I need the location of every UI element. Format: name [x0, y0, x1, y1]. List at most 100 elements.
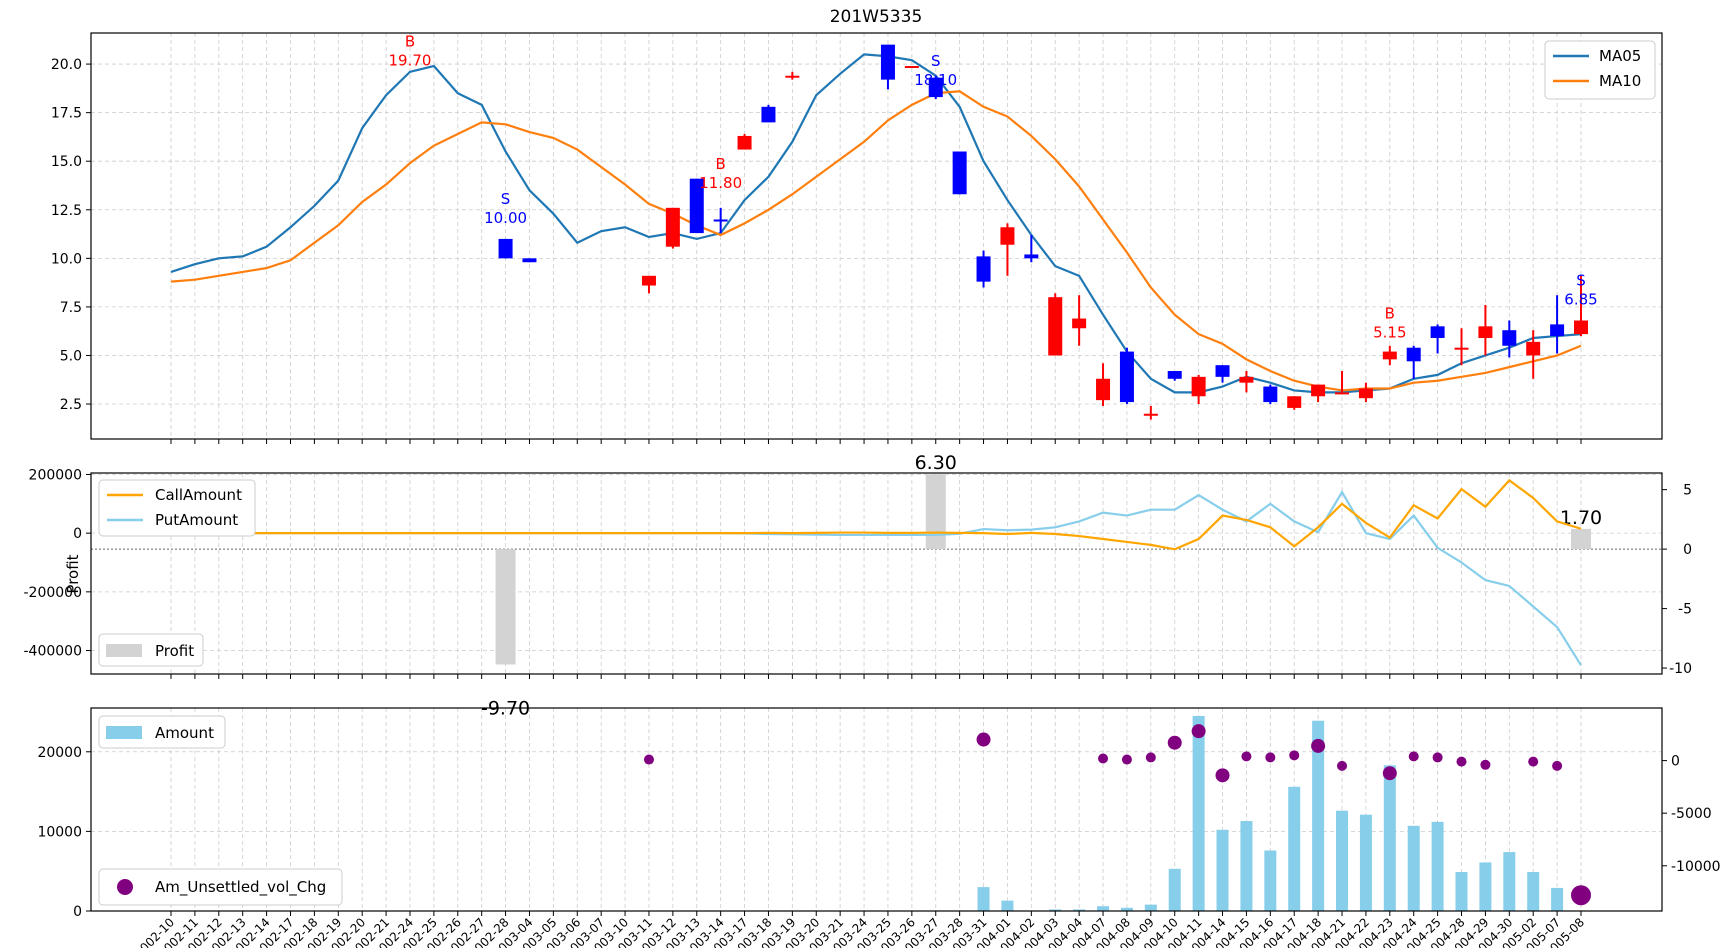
candle-up: [1239, 376, 1254, 383]
profit-bar-label: 1.70: [1560, 507, 1602, 529]
unsettled-vol-chg-point: [1571, 885, 1591, 906]
amount-bar: [1479, 862, 1492, 911]
y-tick-label: 17.5: [51, 106, 82, 122]
amount-bar: [1001, 900, 1014, 911]
unsettled-vol-chg-point: [1432, 752, 1443, 763]
unsettled-vol-chg-point: [1289, 750, 1300, 761]
y-tick-label: 12.5: [51, 203, 82, 219]
unsettled-vol-chg-point: [1456, 756, 1467, 767]
signal-price-label: 5.15: [1373, 324, 1406, 342]
y2-tick-label: -5000: [1671, 806, 1712, 822]
ma10-line: [170, 90, 1582, 392]
amount-bar: [1120, 907, 1133, 911]
call-amount-line: [171, 478, 1582, 551]
candle-down: [689, 178, 704, 234]
signal-price-label: 6.85: [1564, 291, 1597, 309]
candle-down: [1430, 326, 1445, 338]
amount-bar: [1503, 852, 1516, 911]
signal-side-label: B: [716, 155, 726, 173]
y-tick-label: 10.0: [51, 251, 82, 267]
candle-up: [1048, 297, 1063, 356]
candle-down: [498, 238, 513, 259]
legend-label-chg: Am_Unsettled_vol_Chg: [155, 878, 326, 897]
y-tick-label: -200000: [24, 585, 83, 601]
y2-tick-label: 0: [1683, 542, 1692, 558]
candle-up: [1454, 347, 1469, 350]
candle-up: [1072, 318, 1087, 329]
amount-bar: [1455, 871, 1468, 911]
unsettled-vol-chg-point: [1480, 759, 1491, 770]
candle-up: [1574, 320, 1588, 335]
chart-title: 201W5335: [830, 7, 923, 27]
price-panel: 2.55.07.510.012.515.017.520.0B19.70S10.0…: [51, 32, 1663, 444]
amount-bar: [1049, 909, 1062, 911]
legend-box: [98, 868, 343, 906]
signal-price-label: 18.10: [914, 71, 957, 89]
amount-bar: [1288, 786, 1301, 911]
candle-down: [1119, 351, 1134, 403]
unsettled-vol-chg-point: [1528, 756, 1539, 767]
candle-up: [1526, 341, 1541, 356]
y-tick-label: 0: [73, 526, 82, 542]
unsettled-vol-chg-point: [1167, 735, 1182, 750]
y-tick-label: 10000: [37, 824, 82, 840]
unsettled-vol-chg-point: [1121, 754, 1132, 765]
candle-up: [904, 66, 919, 69]
y-tick-label: 15.0: [51, 154, 82, 170]
y2-tick-label: -5: [1678, 602, 1692, 618]
candle-up: [1191, 376, 1206, 397]
amount-bar: [1551, 887, 1564, 911]
candle-down: [952, 151, 967, 195]
candle-up: [1096, 378, 1111, 401]
legend-label-call: CallAmount: [155, 486, 242, 504]
candle-down: [522, 258, 537, 263]
put-amount-line: [171, 489, 1582, 666]
profit-bar: [1571, 528, 1591, 550]
amount-bar: [1312, 720, 1325, 911]
candle-up: [1311, 384, 1326, 397]
amount-bar: [1359, 814, 1372, 911]
candle-down: [1215, 365, 1230, 377]
candle-up: [641, 275, 656, 286]
y2-tick-label: 5: [1683, 483, 1692, 499]
candle-down: [880, 44, 895, 80]
amount-bar: [1216, 829, 1229, 911]
amount-bar: [1336, 810, 1349, 911]
unsettled-vol-chg-point: [1311, 738, 1326, 753]
unsettled-vol-chg-point: [1552, 760, 1563, 771]
candle-down: [1550, 324, 1565, 337]
candle-down: [1167, 371, 1182, 379]
amount-bar: [1407, 825, 1420, 911]
legend-swatch-profit: [106, 644, 142, 657]
signal-side-label: B: [1385, 305, 1395, 323]
y2-tick-label: 0: [1671, 754, 1680, 770]
candle-up: [785, 75, 800, 78]
y-tick-label: 20000: [37, 745, 82, 761]
candle-up: [1382, 351, 1397, 360]
axes-frame: [90, 707, 1663, 912]
ma05-line: [170, 53, 1582, 394]
candle-down: [1263, 386, 1278, 403]
axes-frame: [90, 472, 1663, 675]
unsettled-vol-chg-point: [1215, 768, 1230, 783]
signal-side-label: S: [501, 190, 511, 208]
legend-swatch-chg: [117, 879, 133, 895]
y-tick-label: 5.0: [60, 348, 82, 364]
legend-label-ma10: MA10: [1599, 72, 1641, 90]
signal-price-label: 10.00: [484, 209, 527, 227]
candle-down: [713, 219, 728, 222]
candle-down: [761, 106, 776, 123]
signal-side-label: S: [1576, 272, 1586, 290]
legend-label-ma05: MA05: [1599, 47, 1641, 65]
legend-label-profit: Profit: [155, 642, 194, 660]
candle-down: [1502, 330, 1517, 346]
unsettled-vol-chg-point: [1191, 724, 1206, 739]
amount-bar: [1383, 765, 1396, 911]
unsettled-vol-chg-point: [1265, 752, 1276, 763]
candle-up: [1358, 388, 1373, 399]
y-tick-label: 200000: [29, 467, 82, 483]
candle-down: [976, 256, 991, 282]
amount-profit-panel: -400000-2000000200000-10-505-9.706.301.7…: [24, 452, 1693, 719]
amount-bar: [1192, 715, 1205, 911]
unsettled-vol-chg-point: [1241, 751, 1252, 762]
